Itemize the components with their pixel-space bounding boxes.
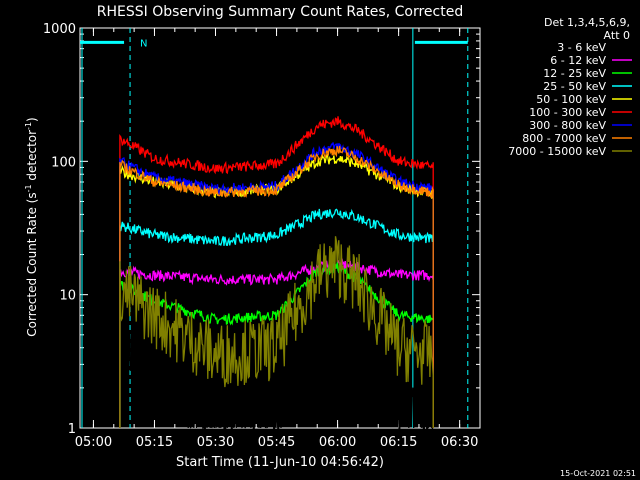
legend-header-line2: Att 0	[604, 29, 630, 42]
y-tick-label: 10	[59, 289, 76, 304]
y-tick-label: 100	[51, 155, 76, 170]
footer-timestamp: 15-Oct-2021 02:51	[560, 469, 636, 478]
series-line-5	[119, 116, 434, 428]
legend-label-2: 12 - 25 keV	[543, 67, 606, 80]
legend-label-8: 7000 - 15000 keV	[508, 145, 606, 158]
series-line-1	[119, 258, 434, 428]
legend-label-1: 6 - 12 keV	[550, 54, 606, 67]
y-axis-label: Corrected Count Rate (s-1 detector-1)	[24, 117, 39, 336]
chart-title: RHESSI Observing Summary Count Rates, Co…	[97, 4, 463, 20]
legend-header-line1: Det 1,3,4,5,6,9,	[544, 16, 630, 29]
y-tick-label: 1000	[43, 22, 76, 37]
legend-label-4: 50 - 100 keV	[536, 93, 606, 106]
plot-frame	[79, 27, 481, 429]
legend-label-0: 3 - 6 keV	[557, 41, 606, 54]
night-label: N	[140, 38, 147, 49]
x-tick-label: 05:45	[258, 435, 295, 450]
x-tick-label: 05:15	[136, 435, 173, 450]
legend-label-6: 300 - 800 keV	[529, 119, 606, 132]
series-line-0	[119, 278, 434, 430]
legend-label-7: 800 - 7000 keV	[522, 132, 606, 145]
x-tick-label: 06:15	[380, 435, 417, 450]
x-tick-label: 05:30	[197, 435, 234, 450]
series-line-7	[119, 145, 434, 428]
x-axis-label: Start Time (11-Jun-10 04:56:42)	[176, 455, 384, 470]
series-line-8	[119, 236, 434, 428]
x-tick-label: 06:30	[441, 435, 478, 450]
plot-area: 1 10 100 1000 05:00 05:15 05:30 05:45 06:00 06:15…	[43, 22, 481, 450]
y-tick-label: 1	[68, 422, 76, 437]
legend-label-5: 100 - 300 keV	[529, 106, 606, 119]
x-tick-label: 05:00	[75, 435, 112, 450]
legend-label-3: 25 - 50 keV	[543, 80, 606, 93]
series-line-3	[119, 208, 434, 428]
x-tick-label: 06:00	[319, 435, 356, 450]
